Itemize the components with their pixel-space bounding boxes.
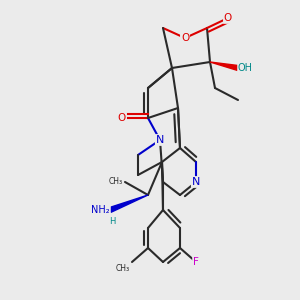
Text: O: O (224, 13, 232, 23)
Text: F: F (193, 257, 199, 267)
Text: NH₂: NH₂ (92, 205, 110, 215)
Text: OH: OH (238, 63, 253, 73)
Text: H: H (109, 218, 115, 226)
Polygon shape (109, 195, 148, 212)
Polygon shape (210, 62, 239, 70)
Text: CH₃: CH₃ (109, 178, 123, 187)
Text: CH₃: CH₃ (116, 264, 130, 273)
Text: N: N (156, 135, 164, 145)
Text: O: O (118, 113, 126, 123)
Text: O: O (181, 33, 189, 43)
Text: N: N (192, 177, 200, 187)
